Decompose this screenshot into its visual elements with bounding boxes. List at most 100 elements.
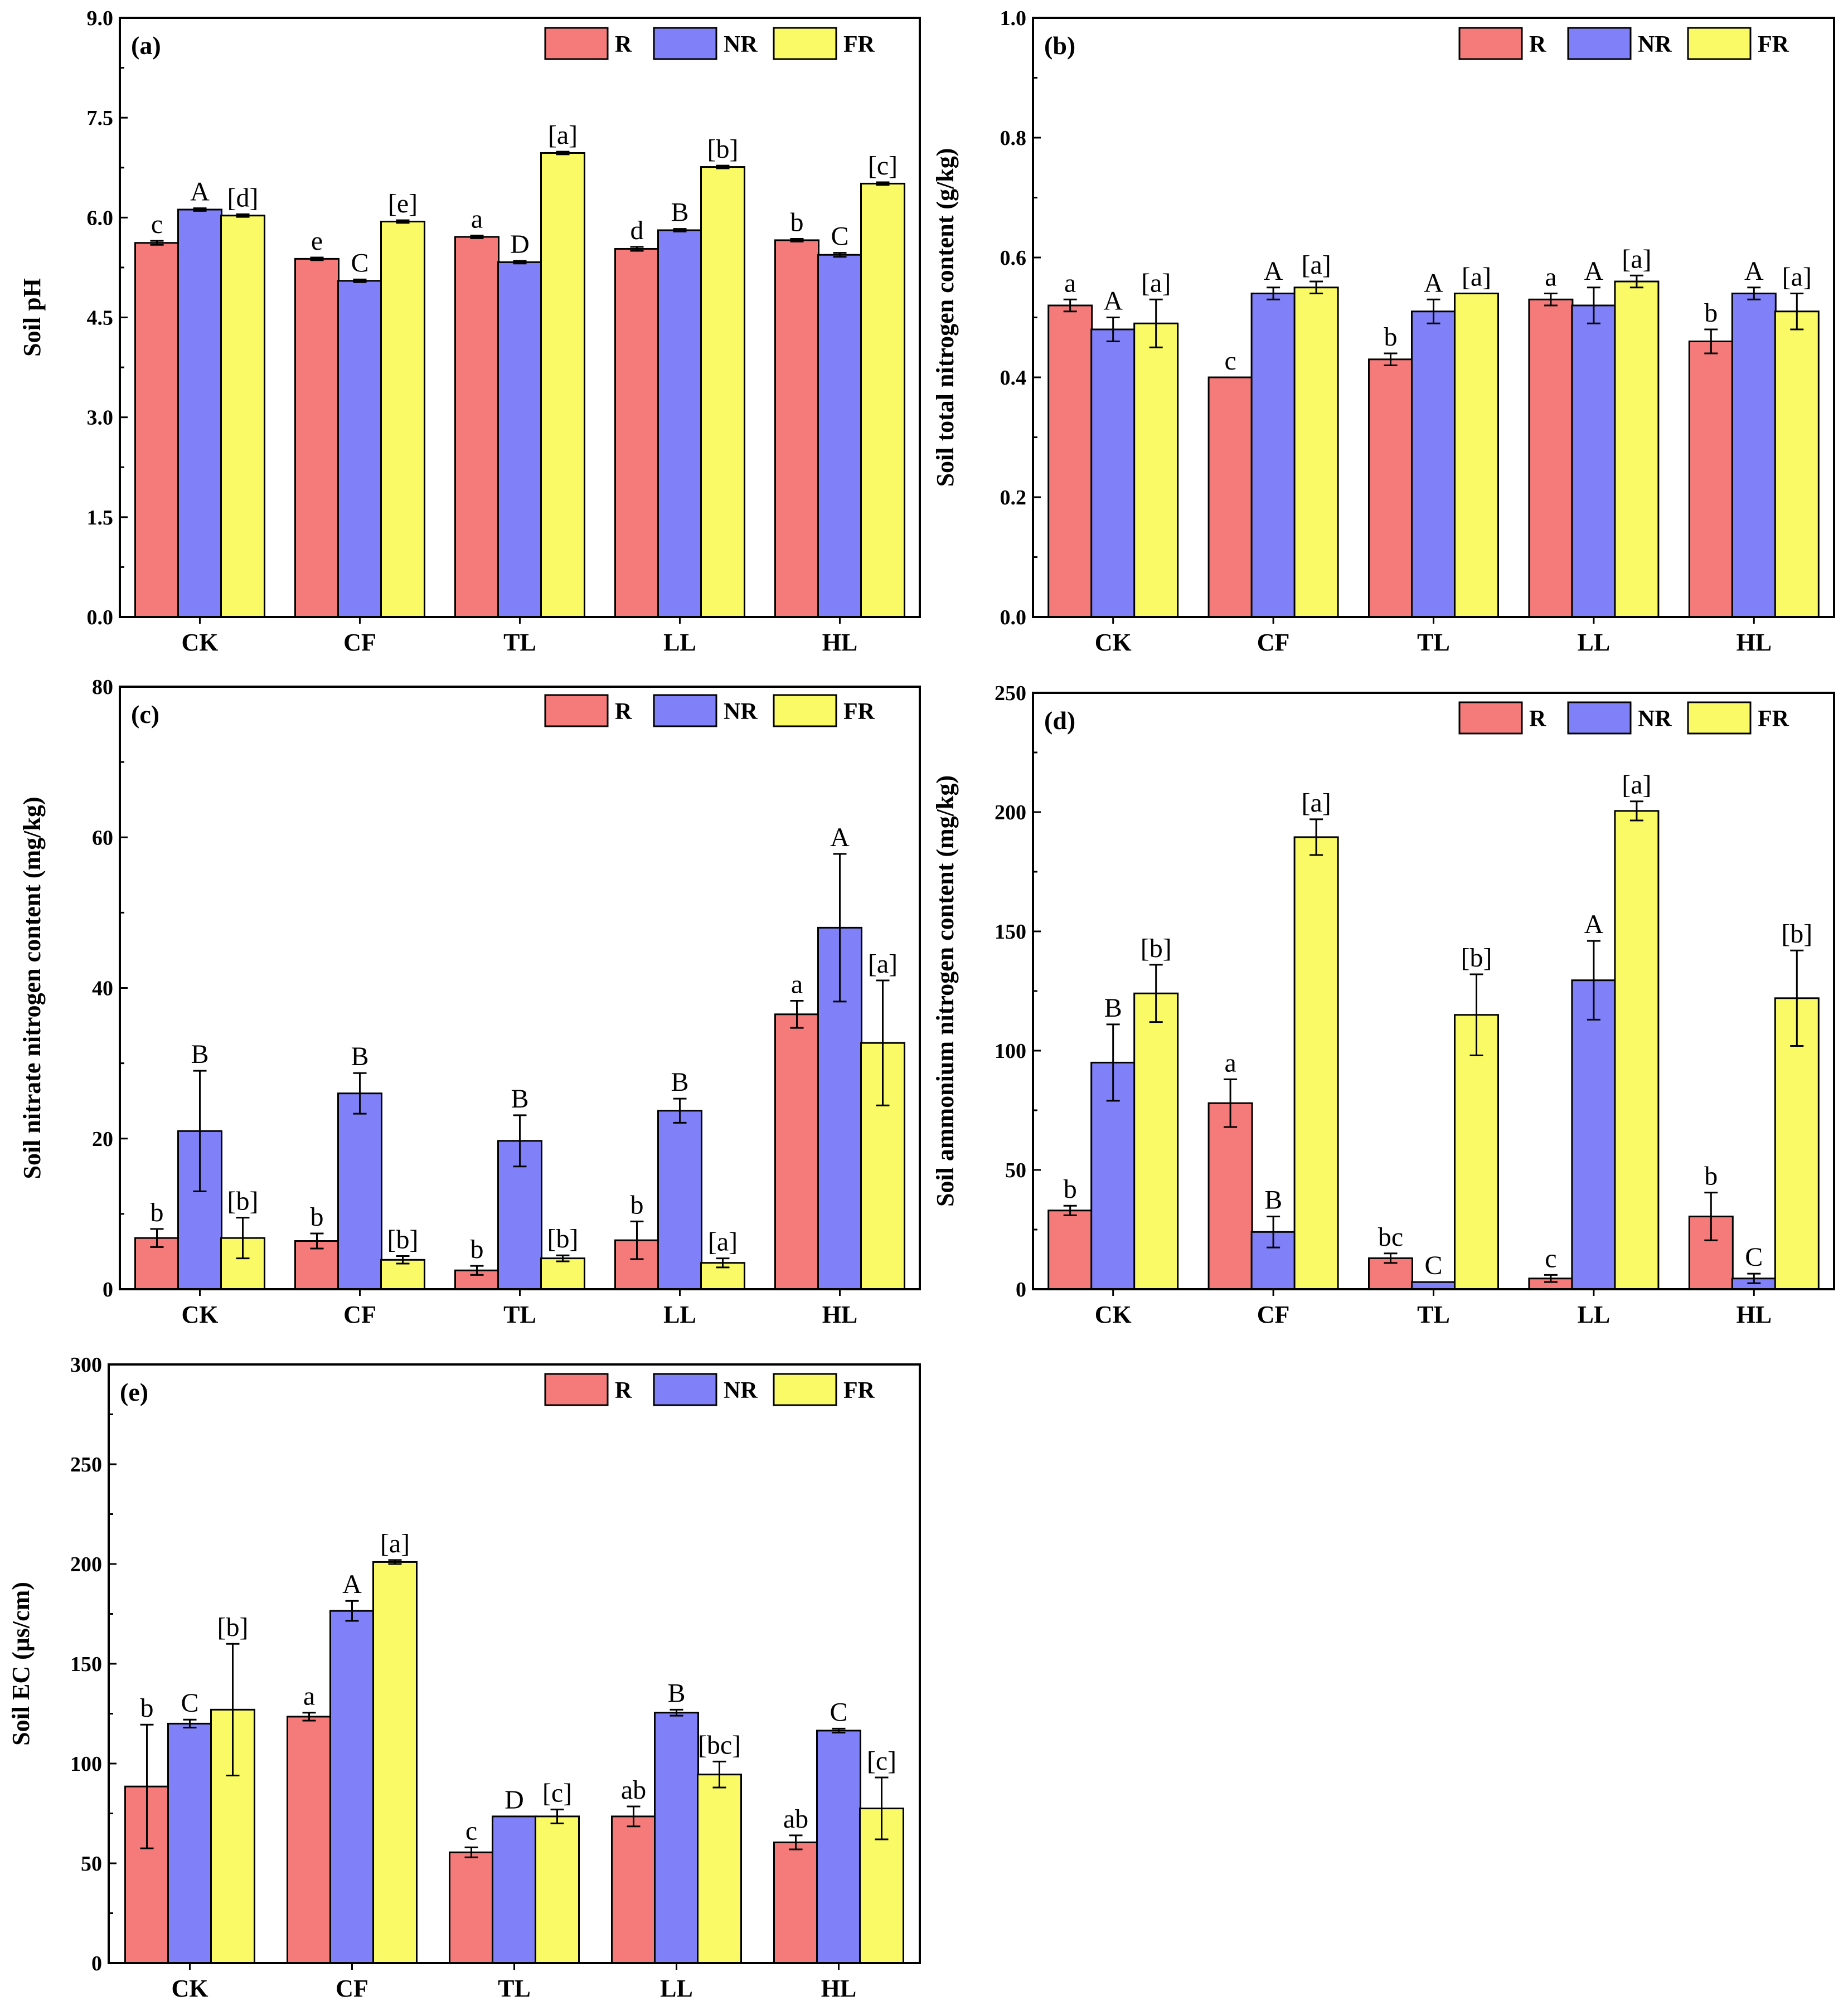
y-axis-title: Soil pH xyxy=(18,278,46,357)
bar-R-CF xyxy=(1207,376,1253,618)
bar-FR-CK xyxy=(1133,322,1179,618)
legend-swatch-FR xyxy=(773,1373,837,1406)
significance-letter-FR-LL: [bc] xyxy=(698,1730,741,1760)
y-tick-label: 0 xyxy=(103,1278,113,1301)
significance-letter-NR-CK: B xyxy=(191,1040,208,1069)
legend-swatch-R xyxy=(1458,27,1523,60)
x-tick-label: TL xyxy=(1417,1301,1450,1328)
significance-letter-FR-LL: [b] xyxy=(707,134,739,164)
significance-letter-R-CK: a xyxy=(1064,268,1076,298)
significance-letter-NR-HL: A xyxy=(830,823,850,852)
x-tick-label: CF xyxy=(1257,1301,1290,1328)
significance-letter-R-HL: b xyxy=(1704,1162,1718,1191)
legend-swatch-FR xyxy=(1687,701,1752,735)
significance-letter-R-LL: c xyxy=(1545,1244,1556,1273)
legend: R NR FR xyxy=(544,694,875,727)
panel-label: (e) xyxy=(120,1378,148,1406)
legend-swatch-NR xyxy=(653,694,717,727)
y-tick-label: 50 xyxy=(1005,1159,1026,1182)
y-tick-label: 9.0 xyxy=(87,7,114,30)
bar-R-CF xyxy=(287,1716,332,1964)
y-tick-label: 0.8 xyxy=(1000,127,1027,150)
y-tick-label: 20 xyxy=(92,1128,113,1151)
bar-NR-HL xyxy=(1731,293,1777,618)
significance-letter-NR-CF: C xyxy=(351,248,368,278)
x-tick-label: CK xyxy=(172,1975,208,2002)
panel-label: (d) xyxy=(1044,706,1075,735)
bar-R-HL xyxy=(1688,341,1734,618)
legend: R NR FR xyxy=(1458,27,1789,60)
panel-label: (a) xyxy=(131,31,161,60)
significance-letter-R-LL: b xyxy=(630,1190,644,1220)
y-tick-label: 0.6 xyxy=(1000,246,1027,270)
significance-letter-R-CF: a xyxy=(303,1682,315,1711)
plot-frame xyxy=(119,686,921,1290)
y-tick-label: 200 xyxy=(70,1553,102,1576)
bar-R-CF xyxy=(294,258,339,618)
bar-NR-CF xyxy=(329,1610,375,1964)
y-tick-label: 0.0 xyxy=(1000,606,1027,629)
y-tick-label: 150 xyxy=(995,920,1026,944)
x-tick-label: CF xyxy=(1257,629,1290,656)
plot-frame xyxy=(1032,17,1835,618)
bar-NR-CF xyxy=(337,1092,382,1290)
significance-letter-FR-CK: [a] xyxy=(1141,268,1171,298)
legend-swatch-NR xyxy=(1567,27,1632,60)
legend-swatch-R xyxy=(544,694,609,727)
significance-letter-FR-LL: [a] xyxy=(708,1227,738,1257)
y-tick-label: 150 xyxy=(70,1653,102,1676)
significance-letter-R-CF: a xyxy=(1224,1048,1236,1077)
y-tick-label: 80 xyxy=(92,676,113,699)
significance-letter-FR-HL: [c] xyxy=(868,151,898,181)
x-tick-label: CF xyxy=(343,629,376,656)
bar-R-TL xyxy=(454,236,499,618)
significance-letter-NR-LL: A xyxy=(1584,910,1604,939)
x-tick-label: LL xyxy=(660,1975,693,2002)
significance-letter-FR-CK: [b] xyxy=(1141,934,1172,963)
significance-letter-FR-HL: [a] xyxy=(1782,263,1812,292)
significance-letter-R-CK: b xyxy=(151,1198,164,1227)
bar-R-CF xyxy=(1207,1102,1253,1290)
significance-letter-FR-LL: [a] xyxy=(1622,244,1651,274)
significance-letter-NR-TL: C xyxy=(1424,1251,1442,1280)
plot-frame xyxy=(108,1363,921,1964)
significance-letter-NR-HL: A xyxy=(1744,256,1764,286)
legend-label-NR: NR xyxy=(1638,706,1672,732)
x-tick-label: CK xyxy=(182,1301,219,1328)
bar-R-LL xyxy=(611,1815,656,1964)
significance-letter-FR-CF: [e] xyxy=(388,189,418,218)
bar-R-CK xyxy=(1047,304,1093,618)
legend-label-R: R xyxy=(615,32,632,57)
bar-R-HL xyxy=(774,239,819,618)
bar-FR-CF xyxy=(380,1259,425,1290)
y-tick-label: 100 xyxy=(70,1752,102,1776)
legend-label-FR: FR xyxy=(843,699,875,725)
significance-letter-R-HL: b xyxy=(1704,298,1718,328)
significance-letter-NR-HL: C xyxy=(1745,1242,1763,1272)
bar-FR-TL xyxy=(540,152,585,618)
bar-FR-LL xyxy=(1614,280,1660,618)
y-tick-label: 0.4 xyxy=(1000,366,1027,390)
x-tick-label: HL xyxy=(821,1975,857,2002)
bar-R-CK xyxy=(134,242,180,618)
x-tick-label: TL xyxy=(503,1301,536,1328)
plot-frame xyxy=(119,17,921,618)
significance-letter-NR-TL: D xyxy=(505,1785,524,1815)
legend: R NR FR xyxy=(544,27,875,60)
x-tick-label: LL xyxy=(663,1301,696,1328)
legend-label-FR: FR xyxy=(1758,706,1789,732)
x-tick-label: HL xyxy=(822,629,858,656)
bar-R-TL xyxy=(1368,358,1413,618)
legend-swatch-R xyxy=(1458,701,1523,735)
significance-letter-NR-TL: A xyxy=(1424,268,1443,298)
legend-label-FR: FR xyxy=(843,1378,875,1403)
bar-FR-CF xyxy=(372,1561,418,1964)
x-tick-label: LL xyxy=(663,629,696,656)
bar-FR-CF xyxy=(1293,286,1339,618)
x-tick-label: TL xyxy=(1417,629,1450,656)
bar-FR-CF xyxy=(380,221,425,618)
panel-b: 0.0 0.2 0.4 0.6 0.8 1.0 Soil total nitrogen co… xyxy=(932,7,1835,656)
x-tick-label: LL xyxy=(1578,1301,1611,1328)
significance-letter-FR-TL: [b] xyxy=(547,1224,579,1254)
